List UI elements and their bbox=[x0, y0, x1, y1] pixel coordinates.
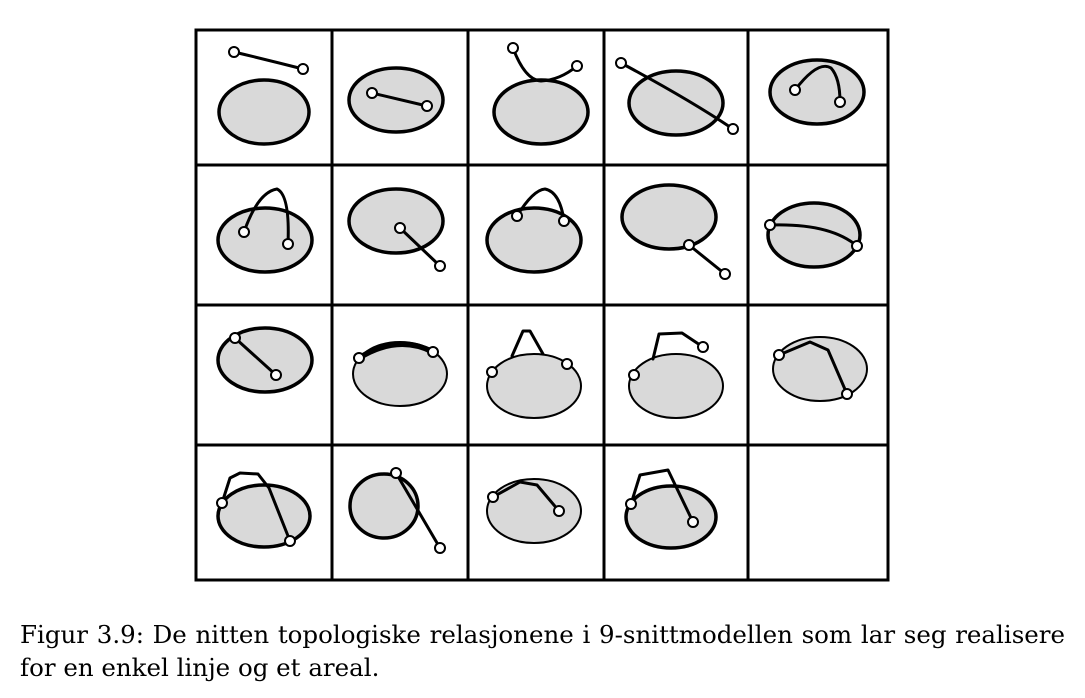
relation-cell-1 bbox=[217, 46, 311, 146]
relation-cell-3 bbox=[492, 42, 590, 146]
relation-cell-10 bbox=[764, 201, 863, 269]
relation-cell-9 bbox=[620, 183, 731, 280]
relation-cell-15 bbox=[772, 336, 868, 402]
relation-cell-12 bbox=[352, 341, 448, 407]
relation-cell-7 bbox=[347, 187, 446, 272]
relation-cell-11 bbox=[216, 326, 314, 394]
relation-cell-5 bbox=[768, 58, 866, 126]
relation-cell-2 bbox=[347, 66, 445, 134]
relation-cell-19 bbox=[624, 468, 718, 550]
relations-diagram bbox=[194, 28, 890, 582]
relation-cell-13 bbox=[486, 329, 582, 419]
relation-cell-14 bbox=[628, 331, 724, 419]
relation-cell-16 bbox=[216, 471, 312, 549]
relation-cell-4 bbox=[615, 57, 739, 137]
relation-cell-6 bbox=[216, 187, 314, 274]
grid bbox=[194, 28, 890, 582]
relation-cell-8 bbox=[485, 187, 583, 274]
relation-cell-18 bbox=[486, 478, 582, 544]
relation-cell-17 bbox=[348, 467, 446, 554]
figure-caption: Figur 3.9: De nitten topologiske relasjo… bbox=[20, 620, 1065, 682]
